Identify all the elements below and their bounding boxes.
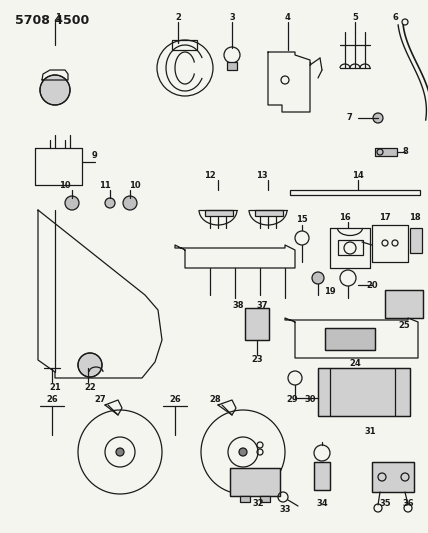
Circle shape — [373, 113, 383, 123]
Bar — [260, 496, 270, 502]
Text: 28: 28 — [209, 395, 221, 405]
Text: 26: 26 — [169, 395, 181, 405]
Text: 36: 36 — [402, 498, 414, 507]
Bar — [240, 496, 250, 502]
Text: 27: 27 — [94, 395, 106, 405]
Text: 5708 4500: 5708 4500 — [15, 14, 89, 27]
Text: 16: 16 — [339, 214, 351, 222]
Text: 12: 12 — [204, 171, 216, 180]
Text: 10: 10 — [59, 181, 71, 190]
Text: 1: 1 — [55, 13, 61, 22]
Bar — [372, 462, 414, 492]
Text: 7: 7 — [346, 114, 352, 123]
Bar — [325, 328, 375, 350]
Circle shape — [123, 196, 137, 210]
Bar — [227, 62, 237, 70]
Bar — [385, 290, 423, 318]
Circle shape — [105, 198, 115, 208]
Circle shape — [312, 272, 324, 284]
Text: 3: 3 — [229, 13, 235, 22]
Bar — [410, 228, 422, 253]
Bar — [230, 468, 280, 496]
Text: 30: 30 — [304, 395, 316, 405]
Circle shape — [116, 448, 124, 456]
Text: 15: 15 — [296, 215, 308, 224]
Text: 9: 9 — [92, 150, 98, 159]
Text: 32: 32 — [252, 498, 264, 507]
Text: 19: 19 — [324, 287, 336, 296]
Bar — [255, 210, 283, 216]
Text: 22: 22 — [84, 384, 96, 392]
Bar — [245, 308, 269, 340]
Text: 34: 34 — [316, 498, 328, 507]
Text: 31: 31 — [364, 427, 376, 437]
Bar — [318, 368, 410, 416]
Text: 8: 8 — [402, 148, 408, 157]
Circle shape — [239, 448, 247, 456]
Text: 35: 35 — [379, 498, 391, 507]
Bar — [372, 462, 414, 492]
Text: 11: 11 — [99, 181, 111, 190]
Text: 2: 2 — [175, 13, 181, 22]
Text: 37: 37 — [256, 301, 268, 310]
Text: 26: 26 — [46, 395, 58, 405]
Bar — [318, 368, 410, 416]
Text: 25: 25 — [398, 320, 410, 329]
Bar — [314, 462, 330, 490]
Text: 21: 21 — [49, 384, 61, 392]
Bar — [338, 240, 363, 255]
Circle shape — [40, 75, 70, 105]
Text: 6: 6 — [392, 13, 398, 22]
Text: 24: 24 — [349, 359, 361, 367]
Text: 20: 20 — [366, 280, 378, 289]
Bar — [205, 210, 233, 216]
Text: 18: 18 — [409, 214, 421, 222]
Text: 23: 23 — [251, 356, 263, 365]
Bar — [172, 40, 197, 50]
Circle shape — [78, 353, 102, 377]
Bar — [290, 190, 420, 195]
Bar — [245, 308, 269, 340]
Text: 5: 5 — [352, 13, 358, 22]
Text: 38: 38 — [232, 301, 244, 310]
Text: 14: 14 — [352, 171, 364, 180]
Text: 4: 4 — [285, 13, 291, 22]
Bar — [325, 328, 375, 350]
Text: 33: 33 — [279, 505, 291, 514]
Text: 13: 13 — [256, 171, 268, 180]
Bar — [230, 468, 280, 496]
Text: 29: 29 — [286, 395, 298, 405]
Bar — [314, 462, 330, 490]
Text: 17: 17 — [379, 214, 391, 222]
Circle shape — [65, 196, 79, 210]
Text: 10: 10 — [129, 181, 141, 190]
Bar — [385, 290, 423, 318]
Bar — [375, 148, 397, 156]
